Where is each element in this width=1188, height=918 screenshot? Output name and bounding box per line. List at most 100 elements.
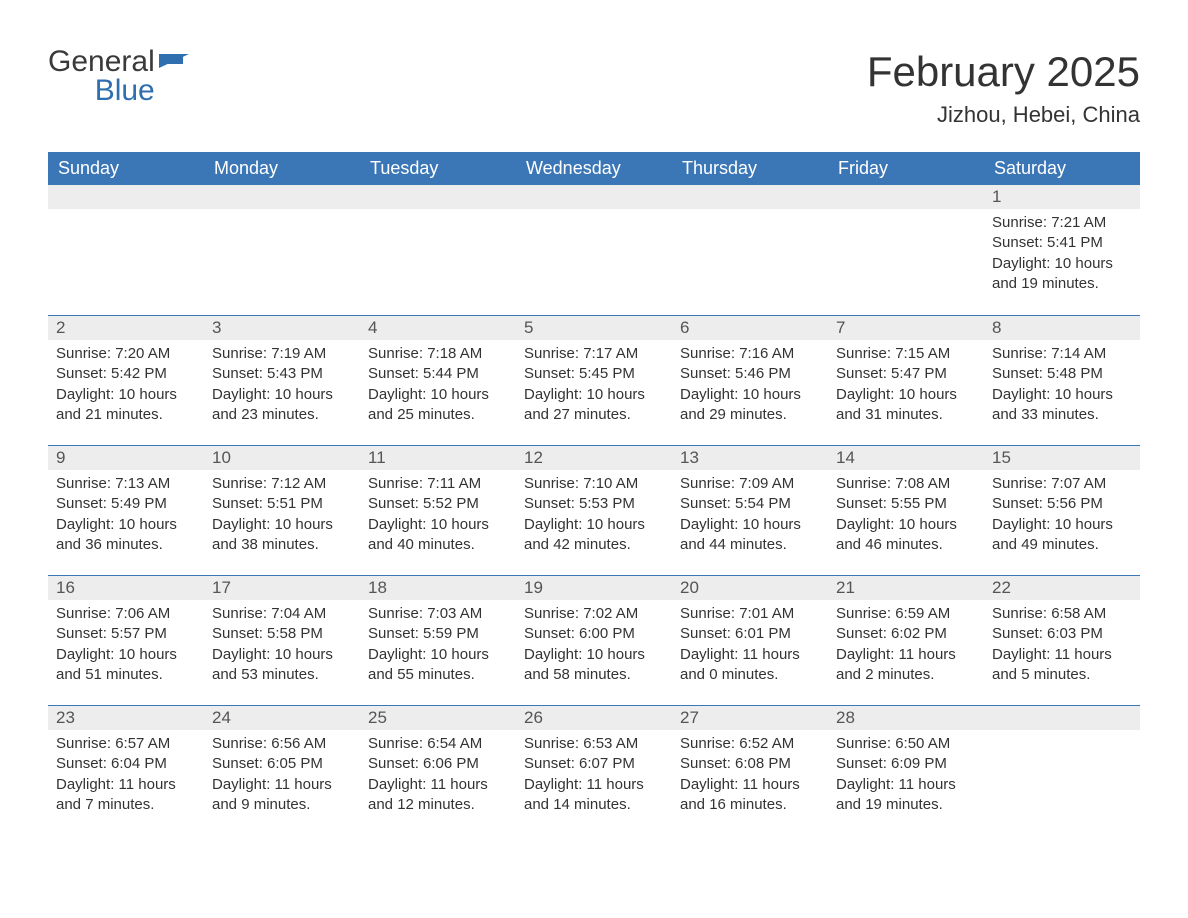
day-number: 10: [204, 446, 360, 470]
weekday-header: Monday: [204, 152, 360, 185]
calendar-day: 12Sunrise: 7:10 AMSunset: 5:53 PMDayligh…: [516, 446, 672, 575]
daylight-text: Daylight: 10 hours and 49 minutes.: [992, 515, 1132, 556]
calendar-day: 14Sunrise: 7:08 AMSunset: 5:55 PMDayligh…: [828, 446, 984, 575]
day-number: 24: [204, 706, 360, 730]
day-details: Sunrise: 7:10 AMSunset: 5:53 PMDaylight:…: [516, 470, 672, 555]
sunrise-text: Sunrise: 7:16 AM: [680, 344, 820, 364]
calendar-week-row: 1Sunrise: 7:21 AMSunset: 5:41 PMDaylight…: [48, 185, 1140, 315]
sunset-text: Sunset: 5:41 PM: [992, 233, 1132, 253]
calendar-day: 18Sunrise: 7:03 AMSunset: 5:59 PMDayligh…: [360, 576, 516, 705]
sunrise-text: Sunrise: 7:15 AM: [836, 344, 976, 364]
daylight-text: Daylight: 10 hours and 42 minutes.: [524, 515, 664, 556]
day-number: [516, 185, 672, 209]
daylight-text: Daylight: 10 hours and 21 minutes.: [56, 385, 196, 426]
sunrise-text: Sunrise: 7:06 AM: [56, 604, 196, 624]
day-details: Sunrise: 7:20 AMSunset: 5:42 PMDaylight:…: [48, 340, 204, 425]
day-number: 9: [48, 446, 204, 470]
sunset-text: Sunset: 5:44 PM: [368, 364, 508, 384]
calendar-day-empty: [48, 185, 204, 315]
day-number: 21: [828, 576, 984, 600]
sunrise-text: Sunrise: 7:20 AM: [56, 344, 196, 364]
sunset-text: Sunset: 5:42 PM: [56, 364, 196, 384]
calendar-day: 13Sunrise: 7:09 AMSunset: 5:54 PMDayligh…: [672, 446, 828, 575]
daylight-text: Daylight: 11 hours and 7 minutes.: [56, 775, 196, 816]
sunrise-text: Sunrise: 7:09 AM: [680, 474, 820, 494]
calendar-day-empty: [828, 185, 984, 315]
calendar-day: 27Sunrise: 6:52 AMSunset: 6:08 PMDayligh…: [672, 706, 828, 835]
calendar-day-empty: [360, 185, 516, 315]
weekday-header: Sunday: [48, 152, 204, 185]
sunrise-text: Sunrise: 6:53 AM: [524, 734, 664, 754]
calendar-day: 23Sunrise: 6:57 AMSunset: 6:04 PMDayligh…: [48, 706, 204, 835]
calendar-day: 4Sunrise: 7:18 AMSunset: 5:44 PMDaylight…: [360, 316, 516, 445]
sunset-text: Sunset: 5:56 PM: [992, 494, 1132, 514]
sunrise-text: Sunrise: 7:14 AM: [992, 344, 1132, 364]
sunrise-text: Sunrise: 6:56 AM: [212, 734, 352, 754]
day-number: 26: [516, 706, 672, 730]
sunset-text: Sunset: 5:45 PM: [524, 364, 664, 384]
flag-icon: [159, 54, 193, 81]
calendar-day: 16Sunrise: 7:06 AMSunset: 5:57 PMDayligh…: [48, 576, 204, 705]
calendar-week-row: 2Sunrise: 7:20 AMSunset: 5:42 PMDaylight…: [48, 315, 1140, 445]
sunset-text: Sunset: 6:05 PM: [212, 754, 352, 774]
day-number: [672, 185, 828, 209]
day-number: [204, 185, 360, 209]
calendar-day: 22Sunrise: 6:58 AMSunset: 6:03 PMDayligh…: [984, 576, 1140, 705]
logo-text-blue: Blue: [48, 77, 155, 106]
day-number: 23: [48, 706, 204, 730]
heading-block: February 2025 Jizhou, Hebei, China: [867, 48, 1140, 128]
sunrise-text: Sunrise: 6:54 AM: [368, 734, 508, 754]
calendar-day: 28Sunrise: 6:50 AMSunset: 6:09 PMDayligh…: [828, 706, 984, 835]
calendar-day-empty: [984, 706, 1140, 835]
day-number: 25: [360, 706, 516, 730]
weekday-header-row: SundayMondayTuesdayWednesdayThursdayFrid…: [48, 152, 1140, 185]
day-number: 20: [672, 576, 828, 600]
day-details: Sunrise: 6:50 AMSunset: 6:09 PMDaylight:…: [828, 730, 984, 815]
calendar-week-row: 9Sunrise: 7:13 AMSunset: 5:49 PMDaylight…: [48, 445, 1140, 575]
sunrise-text: Sunrise: 7:07 AM: [992, 474, 1132, 494]
sunrise-text: Sunrise: 7:18 AM: [368, 344, 508, 364]
day-details: Sunrise: 7:11 AMSunset: 5:52 PMDaylight:…: [360, 470, 516, 555]
sunset-text: Sunset: 5:49 PM: [56, 494, 196, 514]
daylight-text: Daylight: 10 hours and 36 minutes.: [56, 515, 196, 556]
sunrise-text: Sunrise: 7:11 AM: [368, 474, 508, 494]
month-title: February 2025: [867, 48, 1140, 96]
day-details: Sunrise: 7:19 AMSunset: 5:43 PMDaylight:…: [204, 340, 360, 425]
day-number: 22: [984, 576, 1140, 600]
calendar-table: SundayMondayTuesdayWednesdayThursdayFrid…: [48, 152, 1140, 835]
day-number: 8: [984, 316, 1140, 340]
day-details: Sunrise: 6:52 AMSunset: 6:08 PMDaylight:…: [672, 730, 828, 815]
day-number: 5: [516, 316, 672, 340]
daylight-text: Daylight: 10 hours and 44 minutes.: [680, 515, 820, 556]
day-details: Sunrise: 6:57 AMSunset: 6:04 PMDaylight:…: [48, 730, 204, 815]
day-number: 6: [672, 316, 828, 340]
day-details: Sunrise: 6:59 AMSunset: 6:02 PMDaylight:…: [828, 600, 984, 685]
daylight-text: Daylight: 10 hours and 29 minutes.: [680, 385, 820, 426]
day-number: [828, 185, 984, 209]
day-number: [984, 706, 1140, 730]
daylight-text: Daylight: 10 hours and 27 minutes.: [524, 385, 664, 426]
calendar-day: 3Sunrise: 7:19 AMSunset: 5:43 PMDaylight…: [204, 316, 360, 445]
sunset-text: Sunset: 5:48 PM: [992, 364, 1132, 384]
sunset-text: Sunset: 5:51 PM: [212, 494, 352, 514]
sunset-text: Sunset: 5:52 PM: [368, 494, 508, 514]
calendar-week-row: 16Sunrise: 7:06 AMSunset: 5:57 PMDayligh…: [48, 575, 1140, 705]
sunrise-text: Sunrise: 7:17 AM: [524, 344, 664, 364]
day-details: Sunrise: 7:18 AMSunset: 5:44 PMDaylight:…: [360, 340, 516, 425]
day-details: Sunrise: 7:08 AMSunset: 5:55 PMDaylight:…: [828, 470, 984, 555]
day-details: Sunrise: 6:54 AMSunset: 6:06 PMDaylight:…: [360, 730, 516, 815]
day-details: Sunrise: 7:02 AMSunset: 6:00 PMDaylight:…: [516, 600, 672, 685]
sunset-text: Sunset: 5:53 PM: [524, 494, 664, 514]
calendar-day: 10Sunrise: 7:12 AMSunset: 5:51 PMDayligh…: [204, 446, 360, 575]
calendar-day-empty: [672, 185, 828, 315]
weekday-header: Saturday: [984, 152, 1140, 185]
calendar-day: 15Sunrise: 7:07 AMSunset: 5:56 PMDayligh…: [984, 446, 1140, 575]
sunrise-text: Sunrise: 6:59 AM: [836, 604, 976, 624]
day-details: Sunrise: 7:21 AMSunset: 5:41 PMDaylight:…: [984, 209, 1140, 294]
sunset-text: Sunset: 6:03 PM: [992, 624, 1132, 644]
day-number: 18: [360, 576, 516, 600]
daylight-text: Daylight: 11 hours and 5 minutes.: [992, 645, 1132, 686]
day-details: Sunrise: 7:16 AMSunset: 5:46 PMDaylight:…: [672, 340, 828, 425]
sunset-text: Sunset: 6:09 PM: [836, 754, 976, 774]
daylight-text: Daylight: 10 hours and 51 minutes.: [56, 645, 196, 686]
